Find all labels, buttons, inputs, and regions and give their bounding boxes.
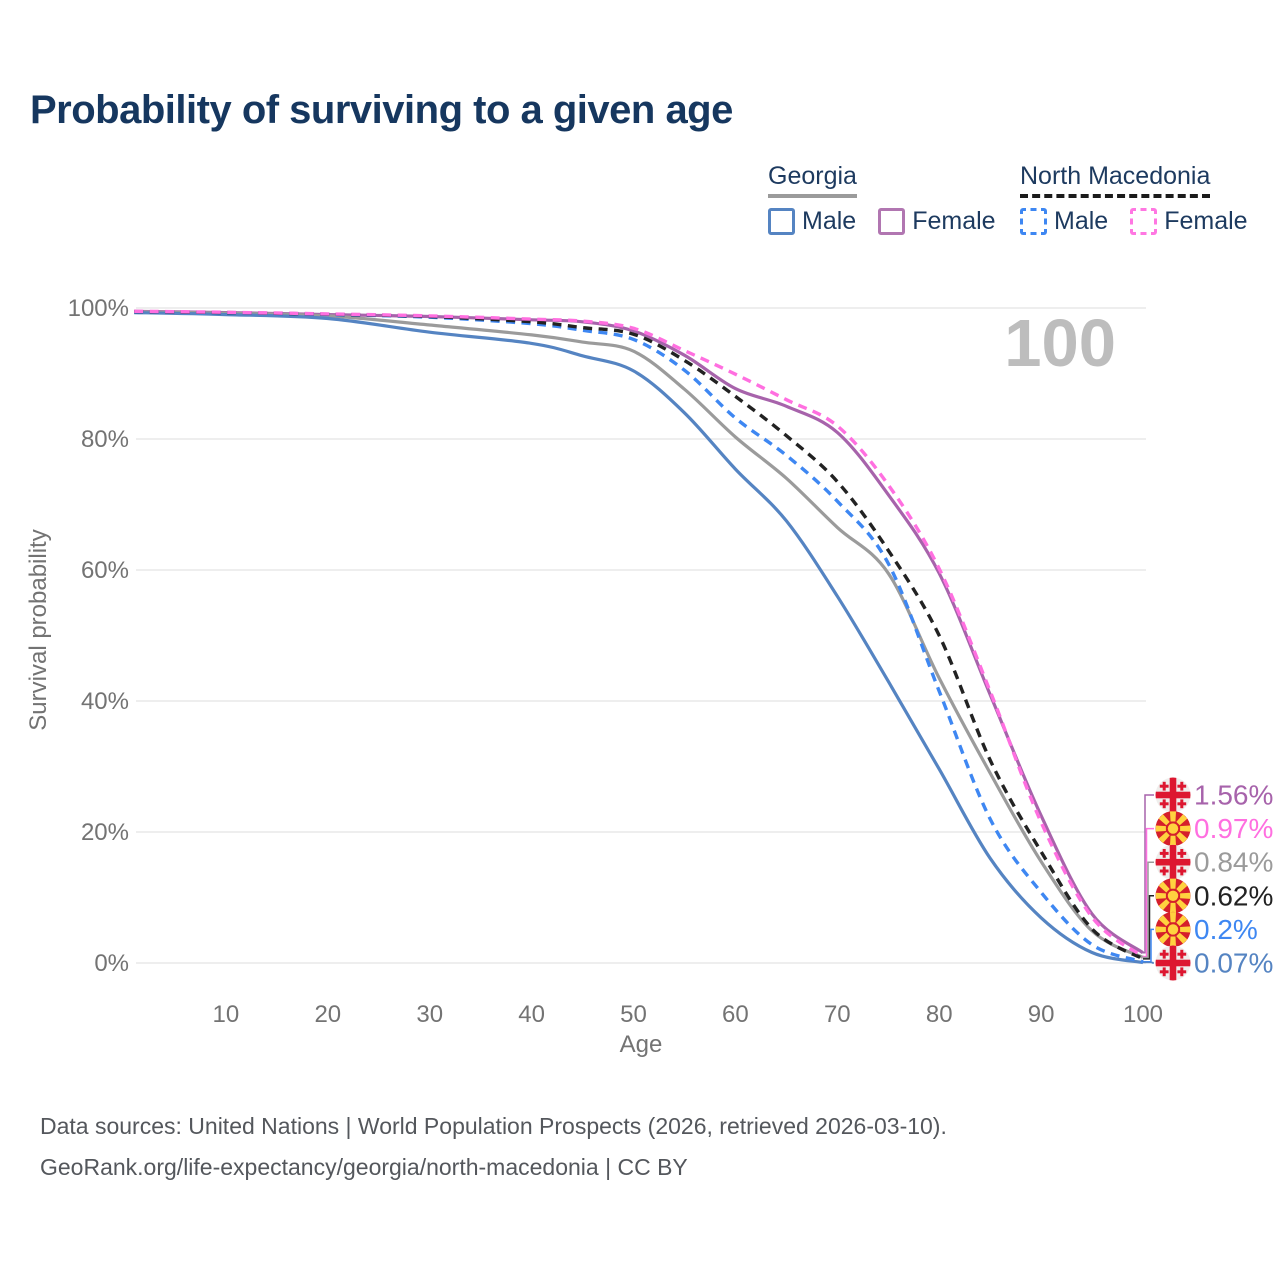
x-tick-label: 40 <box>518 1001 545 1028</box>
gridlines: 0% 20% 40% 60% 80% 100% <box>68 295 1146 977</box>
attribution-line: GeoRank.org/life-expectancy/georgia/nort… <box>40 1154 688 1180</box>
legend-georgia-male-label: Male <box>802 207 857 235</box>
curve-georgia <box>134 310 1144 959</box>
x-tick-label: 60 <box>722 1001 749 1028</box>
y-tick-label: 100% <box>68 295 129 322</box>
survival-curves <box>134 309 1145 965</box>
north-macedonia-female-swatch-icon <box>1130 208 1158 235</box>
y-axis-label: Survival probability <box>25 529 52 730</box>
page-title: Probability of surviving to a given age <box>30 88 733 132</box>
end-value-label-north-macedonia-male: 0.2% <box>1194 914 1258 945</box>
north-macedonia-flag-icon <box>1155 811 1191 847</box>
leader-line-north-macedonia <box>1143 895 1154 960</box>
x-tick-label: 20 <box>314 1001 341 1028</box>
chart-footer: Data sources: United Nations | World Pop… <box>40 1106 947 1188</box>
y-tick-label: 60% <box>81 557 129 584</box>
end-value-label-north-macedonia: 0.62% <box>1194 880 1273 911</box>
y-tick-label: 20% <box>81 819 129 846</box>
legend-georgia-header: Georgia <box>768 162 857 198</box>
age-axis-label: Age <box>620 1031 663 1058</box>
x-tick-label: 70 <box>824 1001 851 1028</box>
leader-line-north-macedonia-male <box>1143 928 1154 963</box>
north-macedonia-flag-icon <box>1155 911 1191 947</box>
end-value-label-georgia: 0.84% <box>1194 847 1273 878</box>
y-tick-label: 40% <box>81 688 129 715</box>
georgia-flag-icon <box>1155 777 1191 813</box>
legend-georgia-female-label: Female <box>912 207 996 235</box>
georgia-female-swatch-icon <box>878 208 906 235</box>
end-value-labels: 1.56%0.97%0.84%0.62%0.2%0.07% <box>1143 777 1273 981</box>
x-tick-label: 10 <box>213 1001 240 1028</box>
leader-line-georgia-male <box>1143 961 1154 964</box>
legend-north-macedonia-female-label: Female <box>1164 207 1248 235</box>
y-tick-label: 0% <box>94 950 129 977</box>
y-tick-label: 80% <box>81 426 129 453</box>
curve-georgia-male <box>134 311 1144 965</box>
legend-north-macedonia-header: North Macedonia <box>1020 162 1211 198</box>
x-tick-label: 80 <box>926 1001 953 1028</box>
axes: 10 20 30 40 50 60 70 80 90 100 Age Survival probabi… <box>25 529 1163 1058</box>
north-macedonia-male-swatch-icon <box>1020 208 1047 235</box>
georgia-flag-icon <box>1155 945 1191 981</box>
end-value-label-north-macedonia-female: 0.97% <box>1194 813 1273 844</box>
north-macedonia-flag-icon <box>1155 878 1191 914</box>
x-tick-label: 90 <box>1028 1001 1055 1028</box>
georgia-male-swatch-icon <box>768 208 795 235</box>
curve-north-macedonia-female <box>134 309 1145 958</box>
x-tick-label: 50 <box>620 1001 647 1028</box>
x-tick-label: 30 <box>416 1001 443 1028</box>
end-value-label-georgia-male: 0.07% <box>1194 948 1273 979</box>
end-value-label-georgia-female: 1.56% <box>1194 780 1273 811</box>
leader-line-north-macedonia-female <box>1143 827 1154 958</box>
leader-line-georgia <box>1143 861 1154 959</box>
georgia-flag-icon <box>1155 844 1191 880</box>
leader-line-georgia-female <box>1143 794 1154 954</box>
legend-group-georgia: Georgia Male Female <box>768 162 996 236</box>
legend-north-macedonia-male-label: Male <box>1054 207 1109 235</box>
legend-group-north-macedonia: North Macedonia Male Female <box>1020 162 1248 236</box>
age-counter-watermark: 100 <box>1004 306 1116 381</box>
x-tick-label: 100 <box>1123 1001 1163 1028</box>
data-sources-line: Data sources: United Nations | World Pop… <box>40 1113 947 1139</box>
curve-north-macedonia-male <box>134 310 1144 964</box>
curve-georgia-female <box>134 309 1144 955</box>
